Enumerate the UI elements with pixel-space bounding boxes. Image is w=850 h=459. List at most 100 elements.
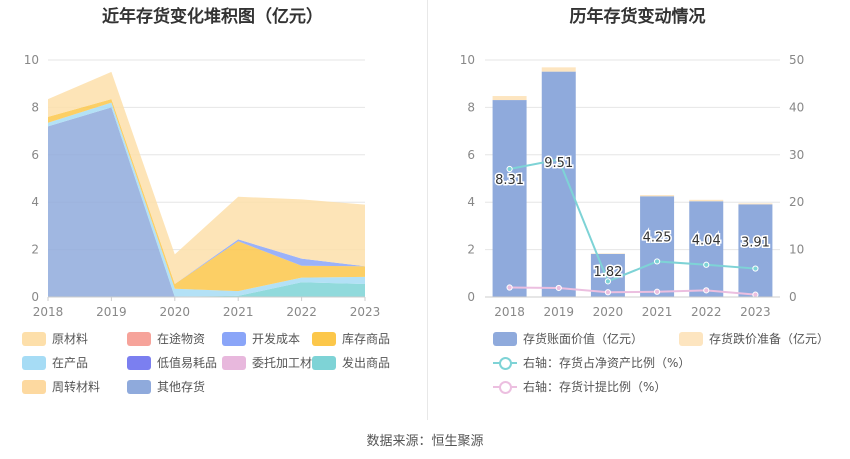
legend-line-icon (493, 356, 517, 370)
line-point (555, 284, 562, 292)
legend-swatch (22, 331, 46, 346)
left-chart-panel: 近年存货变化堆积图（亿元） 0 2 4 6 8 10 2018 2019 2020 2021 202… (0, 0, 425, 420)
y-tick-label: 10 (460, 53, 475, 67)
legend-swatch (22, 355, 46, 370)
legend-item[interactable]: 右轴：存货占净资产比例（%） (493, 354, 690, 371)
legend-swatch (312, 331, 336, 346)
legend-item[interactable]: 在途物资 (127, 330, 205, 347)
bar-data-label: 4.04 (692, 234, 721, 249)
legend-label: 发出商品 (342, 356, 391, 370)
bar-book-value (492, 100, 527, 297)
bar-provision (689, 199, 724, 202)
legend-label: 库存商品 (342, 332, 391, 346)
line-point (604, 289, 612, 296)
y-tick-label: 6 (31, 148, 39, 162)
y-tick-label: 2 (31, 243, 39, 257)
line-series (509, 158, 756, 283)
legend-swatch (312, 355, 336, 370)
legend-swatch (22, 379, 46, 394)
bar-data-label: 8.31 (495, 173, 524, 188)
legend-label: 开发成本 (252, 332, 301, 346)
line-series (509, 286, 756, 296)
stacked-area-chart: 0 2 4 6 8 10 2018 2019 2020 2021 2022 2023 (24, 53, 381, 319)
legend-item[interactable]: 其他存货 (127, 378, 205, 395)
line-point (653, 288, 661, 295)
bar-data-label: 4.25 (643, 231, 672, 246)
x-tick-label: 2023 (740, 305, 771, 319)
legend-swatch (222, 355, 246, 370)
legend-label: 右轴：存货占净资产比例（%） (523, 356, 691, 370)
panel-divider (427, 0, 428, 420)
legend-label: 存货跌价准备（亿元） (709, 332, 830, 346)
legend-swatch (127, 331, 151, 346)
legend-item[interactable]: 发出商品 (312, 354, 390, 371)
left-legend: 原材料 在途物资 开发成本 库存商品在产品 低值易耗品 委托加工材料 发出商品周转材料 其他存… (0, 330, 425, 410)
y-tick-label: 2 (467, 243, 475, 257)
source-note: 数据来源：恒生聚源 (366, 434, 484, 449)
legend-item[interactable]: 委托加工材料 (222, 354, 324, 371)
legend-item[interactable]: 库存商品 (312, 330, 390, 347)
legend-label: 右轴：存货计提比例（%） (523, 380, 667, 394)
x-tick-label: 2022 (286, 305, 317, 319)
bar-book-value (738, 204, 773, 297)
y-tick-label: 8 (31, 100, 39, 114)
x-tick-label: 2019 (96, 305, 127, 319)
area-series (48, 99, 365, 292)
legend-line-icon (493, 380, 517, 394)
y-tick-label: 10 (24, 53, 39, 67)
bar-provision (492, 96, 527, 101)
legend-item[interactable]: 开发成本 (222, 330, 300, 347)
legend-label: 委托加工材料 (252, 356, 325, 370)
legend-label: 周转材料 (52, 380, 101, 394)
legend-item[interactable]: 在产品 (22, 354, 88, 371)
right-chart-title: 历年存货变动情况 (569, 7, 706, 27)
legend-item[interactable]: 存货账面价值（亿元） (493, 330, 643, 347)
bar-book-value (541, 71, 576, 297)
right-chart-panel: 历年存货变动情况 0 2 4 6 8 10 0 10 20 30 40 50 2018 2019 2020 2… (425, 0, 850, 420)
x-tick-label: 2020 (593, 305, 624, 319)
legend-label: 低值易耗品 (157, 356, 218, 370)
line-point (703, 287, 710, 294)
bar-book-value (689, 201, 724, 297)
bar-line-chart: 0 2 4 6 8 10 0 10 20 30 40 50 2018 2019 2020 2021 2022 20… (460, 53, 805, 319)
y2-tick-label: 40 (789, 100, 804, 114)
right-legend: 存货账面价值（亿元） 存货跌价准备（亿元） 右轴：存货占净资产比例（%） 右轴：存货计… (425, 330, 850, 410)
y2-tick-label: 50 (789, 53, 804, 67)
y-tick-label: 4 (467, 195, 475, 209)
area-series (48, 102, 365, 297)
bar-data-label: 1.82 (593, 265, 622, 280)
x-tick-label: 2020 (160, 305, 191, 319)
legend-item[interactable]: 原材料 (22, 330, 88, 347)
y-tick-label: 6 (467, 148, 475, 162)
legend-label: 在途物资 (157, 332, 206, 346)
bar-data-label: 9.51 (544, 156, 573, 171)
left-chart-title: 近年存货变化堆积图（亿元） (102, 7, 323, 27)
legend-swatch (222, 331, 246, 346)
legend-label: 原材料 (52, 332, 89, 346)
y2-tick-label: 30 (789, 148, 804, 162)
x-tick-label: 2019 (543, 305, 574, 319)
legend-item[interactable]: 低值易耗品 (127, 354, 217, 371)
x-tick-label: 2023 (350, 305, 381, 319)
legend-swatch (127, 379, 151, 394)
x-tick-label: 2021 (642, 305, 673, 319)
legend-item[interactable]: 右轴：存货计提比例（%） (493, 378, 666, 395)
y-tick-label: 0 (31, 290, 39, 304)
line-point (506, 165, 513, 173)
bar-provision (640, 195, 675, 197)
bar-data-label: 3.91 (741, 235, 770, 250)
x-tick-label: 2021 (223, 305, 254, 319)
legend-swatch (127, 355, 151, 370)
x-tick-label: 2018 (33, 305, 64, 319)
legend-swatch (493, 331, 517, 346)
legend-item[interactable]: 存货跌价准备（亿元） (679, 330, 829, 347)
bar-book-value (640, 196, 675, 297)
legend-label: 在产品 (52, 356, 89, 370)
y2-tick-label: 0 (789, 290, 797, 304)
line-point (752, 291, 759, 298)
line-point (604, 278, 612, 285)
legend-item[interactable]: 周转材料 (22, 378, 100, 395)
line-point (506, 284, 513, 291)
y-tick-label: 0 (467, 290, 475, 304)
legend-swatch (679, 331, 703, 346)
